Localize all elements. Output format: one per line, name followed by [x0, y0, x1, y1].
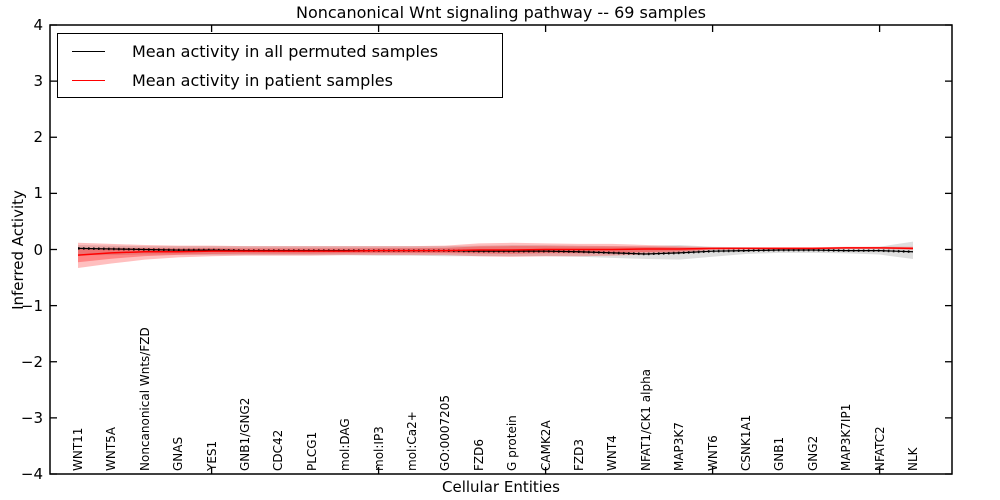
legend-line-sample-black	[72, 50, 105, 52]
x-tick-label: FZD6	[471, 439, 486, 471]
y-tick-label: 2	[33, 128, 43, 147]
y-tick-label: 1	[33, 184, 43, 203]
x-tick-label: PLCG1	[304, 431, 319, 471]
y-tick-label: −1	[20, 296, 43, 315]
x-tick-label: mol:IP3	[371, 426, 386, 471]
x-tick-label: CDC42	[271, 429, 286, 471]
legend-label: Mean activity in patient samples	[132, 70, 393, 90]
x-tick-label: mol:Ca2+	[405, 411, 419, 471]
x-tick-label: G protein	[505, 415, 520, 471]
x-tick-label: mol:DAG	[338, 418, 353, 471]
x-tick-label: MAP3K7IP1	[839, 403, 854, 471]
legend-entry-patient: Mean activity in patient samples	[72, 68, 502, 92]
y-tick-label: −2	[20, 352, 43, 371]
legend-box: Mean activity in all permuted samples Me…	[57, 33, 503, 98]
y-tick-label: −3	[20, 408, 43, 427]
x-tick-label: NFAT1/CK1 alpha	[638, 368, 653, 471]
legend-line-sample-red	[72, 79, 105, 81]
x-tick-label: GO:0007205	[438, 394, 453, 471]
x-tick-label: MAP3K7	[672, 422, 687, 471]
x-tick-label: GNB1	[772, 436, 787, 471]
y-tick-label: 0	[33, 240, 43, 259]
legend-entry-permuted: Mean activity in all permuted samples	[72, 39, 502, 63]
x-tick-label: WNT6	[705, 435, 720, 471]
x-tick-label: FZD3	[572, 439, 586, 471]
x-tick-label: GNB1/GNG2	[238, 397, 252, 471]
x-tick-label: WNT5A	[104, 426, 119, 471]
chart-title: Noncanonical Wnt signaling pathway -- 69…	[295, 3, 707, 22]
x-tick-label: WNT11	[71, 427, 85, 471]
x-tick-label: GNAS	[171, 436, 186, 471]
x-axis-label: Cellular Entities	[442, 478, 560, 496]
x-tick-label: CSNK1A1	[739, 414, 753, 471]
x-tick-label: Noncanonical Wnts/FZD	[137, 327, 152, 471]
x-tick-label: NLK	[906, 447, 920, 471]
y-tick-label: 4	[33, 16, 43, 34]
legend-label: Mean activity in all permuted samples	[132, 41, 439, 61]
y-tick-label: 3	[33, 72, 43, 91]
x-tick-label: NFATC2	[872, 426, 887, 471]
x-tick-label: CAMK2A	[538, 420, 553, 471]
y-tick-label: −4	[20, 465, 43, 483]
x-tick-label: WNT4	[605, 435, 620, 471]
x-tick-label: YES1	[204, 440, 219, 471]
x-tick-label: GNG2	[805, 435, 820, 471]
